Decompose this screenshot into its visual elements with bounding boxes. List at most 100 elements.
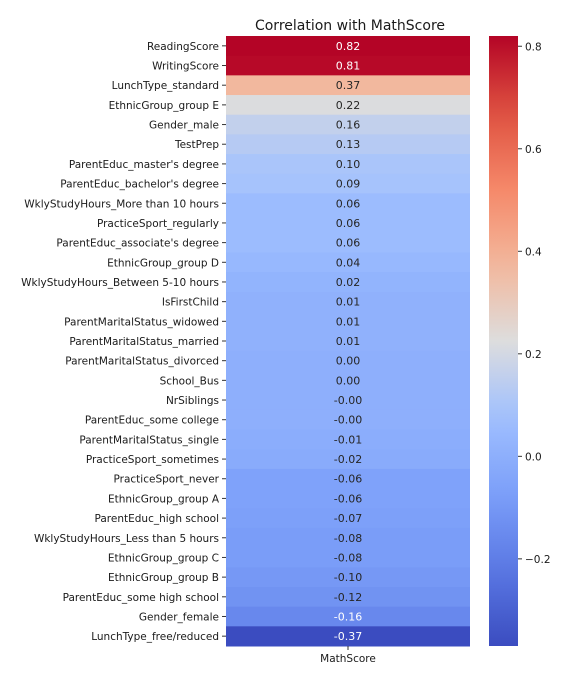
cell-value-label: -0.01 [334,433,362,446]
heatmap-cell [226,488,470,509]
cell-value-label: -0.08 [334,551,362,564]
row-label: Gender_female [139,611,219,623]
heatmap-cell [226,232,470,253]
row-label: ParentEduc_high school [95,513,219,525]
row-label: ParentMaritalStatus_widowed [64,316,219,328]
cell-value-label: -0.06 [334,473,362,486]
heatmap-cell [226,36,470,57]
heatmap-cell [226,390,470,411]
row-label: TestPrep [174,139,219,151]
heatmap-cell [226,193,470,214]
colorbar-tick-label: 0.8 [525,41,542,53]
cell-value-label: -0.12 [334,591,362,604]
colorbar-tick-label: −0.2 [525,554,551,566]
cell-value-label: 0.09 [336,178,361,191]
colorbar: 0.8 0.6 0.4 0.2 0.0 −0.2 [489,36,551,646]
cell-value-label: 0.01 [336,335,361,348]
colorbar-tick-label: 0.4 [525,246,542,258]
cell-value-label: -0.37 [334,630,362,643]
row-label: PracticeSport_regularly [97,218,219,230]
cell-value-label: 0.04 [336,256,361,269]
heatmap-cells: 0.82 0.81 0.37 0.22 0.16 0.13 0.10 0.09 0.06 0.06… [226,36,470,647]
cell-value-label: 0.10 [336,158,361,171]
heatmap-cell [226,429,470,450]
cell-value-label: 0.16 [336,119,361,132]
cell-value-label: 0.02 [336,276,361,289]
row-label: Gender_male [149,120,219,132]
colorbar-tick-label: 0.2 [525,349,542,361]
colorbar-tick-label: 0.6 [525,144,542,156]
cell-value-label: 0.06 [336,197,361,210]
heatmap-cell [226,213,470,234]
heatmap-cell [226,370,470,391]
heatmap-cell [226,134,470,155]
row-label: ParentEduc_bachelor's degree [60,179,219,191]
heatmap-cell [226,409,470,431]
row-label: LunchType_free/reduced [91,631,219,643]
cell-value-label: 0.06 [336,217,361,230]
row-label: LunchType_standard [112,80,219,92]
row-labels: ReadingScore WritingScore LunchType_standa… [21,41,226,643]
row-label: ParentEduc_associate's degree [56,238,219,250]
row-label: ParentEduc_some college [85,415,219,427]
row-label: EthnicGroup_group B [108,572,219,584]
row-label: ParentEduc_master's degree [69,159,219,171]
heatmap-cell [226,114,470,135]
cell-value-label: 0.82 [336,40,361,53]
cell-value-label: -0.06 [334,492,362,505]
chart-title: Correlation with MathScore [255,18,445,34]
row-label: EthnicGroup_group E [109,100,219,112]
cell-value-label: 0.06 [336,237,361,250]
cell-value-label: 0.13 [336,138,361,151]
row-label: EthnicGroup_group C [108,552,219,564]
heatmap-cell [226,468,470,490]
row-label: WklyStudyHours_Between 5-10 hours [21,277,219,289]
row-label: EthnicGroup_group D [107,257,219,269]
cell-value-label: 0.81 [336,60,361,73]
cell-value-label: -0.16 [334,610,362,623]
row-label: PracticeSport_sometimes [86,454,219,466]
heatmap-cell [226,55,470,76]
heatmap-cell [226,626,470,647]
row-label: PracticeSport_never [114,474,220,486]
heatmap-cell [226,547,470,568]
column-labels: MathScore [320,646,376,665]
cell-value-label: 0.00 [336,355,361,368]
row-label: ParentEduc_some high school [63,592,219,604]
row-label: NrSiblings [166,395,219,407]
row-label: IsFirstChild [162,297,219,309]
heatmap-cell [226,252,470,273]
cell-value-label: -0.02 [334,453,362,466]
row-label: WklyStudyHours_Less than 5 hours [34,533,219,545]
cell-value-label: 0.22 [336,99,361,112]
row-label: WritingScore [152,61,219,73]
cell-value-label: -0.00 [334,414,362,427]
row-label: ParentMaritalStatus_married [69,336,219,348]
heatmap-cell [226,75,470,96]
cell-value-label: -0.00 [334,394,362,407]
colorbar-tick-label: 0.0 [525,451,542,463]
heatmap-cell [226,508,470,529]
cell-value-label: 0.00 [336,374,361,387]
heatmap-cell [226,606,470,627]
heatmap-cell [226,586,470,608]
heatmap-cell [226,173,470,194]
heatmap-cell [226,331,470,352]
heatmap-cell [226,449,470,470]
heatmap-cell [226,527,470,549]
column-label: MathScore [320,653,376,665]
row-label: EthnicGroup_group A [108,493,220,505]
cell-value-label: 0.37 [336,79,361,92]
cell-value-label: -0.08 [334,532,362,545]
heatmap-cell [226,272,470,293]
cell-value-label: -0.07 [334,512,362,525]
row-label: WklyStudyHours_More than 10 hours [24,198,219,210]
heatmap-cell [226,291,470,312]
heatmap-cell [226,154,470,175]
heatmap-cell [226,311,470,332]
row-label: School_Bus [160,375,219,387]
cell-value-label: -0.10 [334,571,362,584]
colorbar-gradient [489,36,518,646]
heatmap-cell [226,95,470,116]
